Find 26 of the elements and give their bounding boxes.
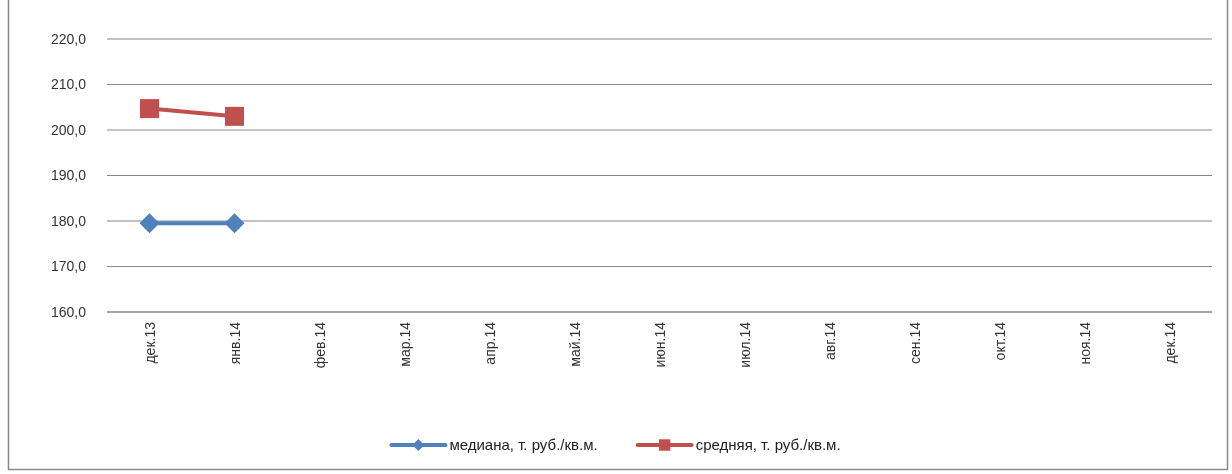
y-tick-label: 220,0 [50, 30, 87, 47]
x-tick-label: мар.14 [396, 321, 413, 367]
x-tick-label: дек.13 [141, 321, 158, 364]
point [224, 213, 245, 234]
x-tick-label: окт.14 [991, 321, 1008, 361]
x-tick-label: май.14 [566, 321, 583, 367]
legend-label: медиана, т. руб./кв.м. [449, 436, 598, 454]
y-tick-label: 160,0 [50, 303, 87, 320]
y-tick-label: 200,0 [50, 121, 87, 138]
point [139, 213, 160, 234]
point [225, 106, 244, 126]
x-tick-label: июл.14 [736, 321, 753, 368]
x-tick-label: апр.14 [481, 321, 498, 365]
x-tick-label: сен.14 [906, 321, 923, 364]
y-tick-label: 210,0 [50, 76, 87, 93]
x-tick-label: июн.14 [651, 321, 668, 368]
x-tick-label: дек.14 [1161, 321, 1178, 364]
y-tick-label: 180,0 [50, 212, 87, 229]
y-tick-label: 190,0 [50, 167, 87, 184]
legend-label: средняя, т. руб./кв.м. [695, 436, 841, 454]
x-tick-label: ноя.14 [1076, 321, 1093, 365]
point [140, 99, 159, 119]
y-tick-label: 170,0 [50, 258, 87, 275]
x-tick-label: авг.14 [821, 321, 838, 361]
x-tick-label: фев.14 [311, 321, 328, 369]
x-tick-label: янв.14 [226, 321, 243, 365]
